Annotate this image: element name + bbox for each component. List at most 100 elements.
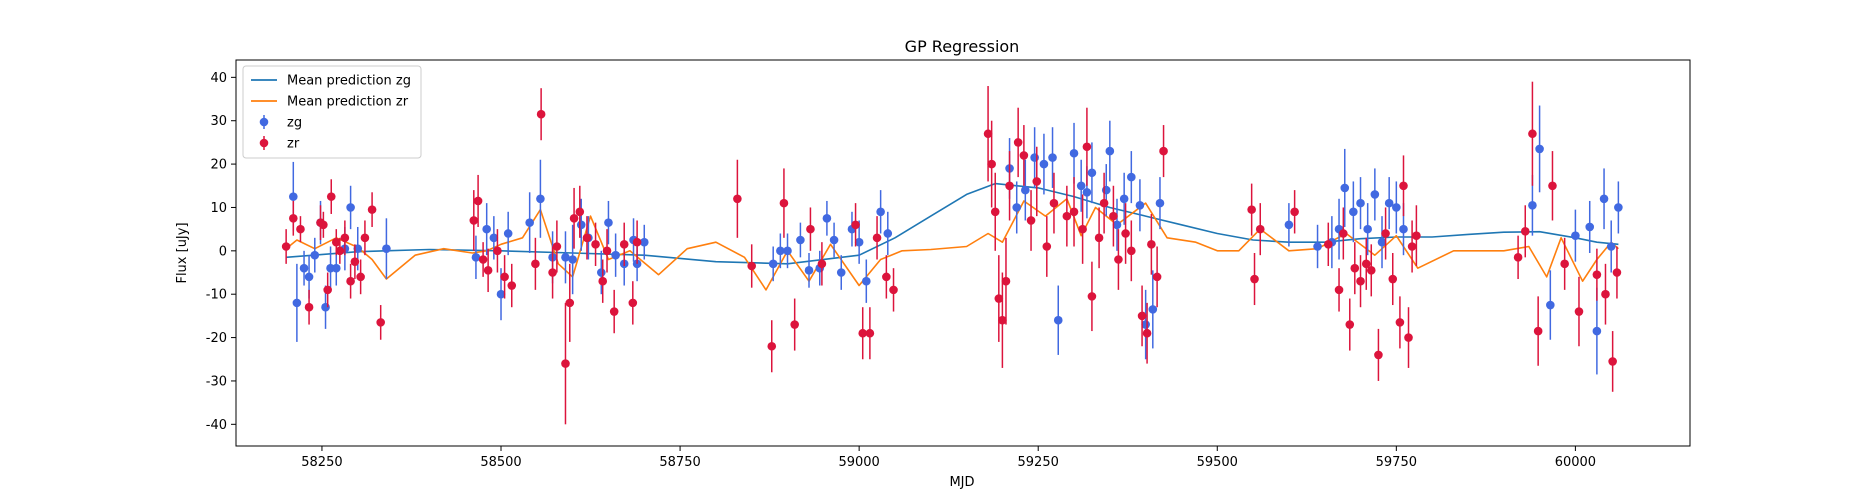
point-zr: [1109, 211, 1118, 221]
point-zr: [1082, 142, 1092, 152]
y-tick-label: 40: [210, 71, 227, 86]
point-zg: [1030, 153, 1039, 162]
x-tick-label: 60000: [1555, 455, 1596, 470]
point-zg: [331, 263, 341, 273]
point-zg: [1053, 315, 1063, 325]
x-tick-label: 58500: [480, 455, 521, 470]
point-zr: [483, 266, 493, 275]
series-zr: [281, 81, 1622, 425]
point-zg: [883, 229, 893, 238]
point-zr: [289, 214, 298, 223]
point-zr: [1592, 270, 1602, 279]
point-zg: [1614, 203, 1623, 212]
point-zr: [1608, 357, 1617, 366]
point-zr: [1062, 211, 1072, 221]
point-zr: [1099, 198, 1109, 208]
y-tick-label: -20: [206, 331, 227, 346]
point-zr: [376, 318, 385, 327]
point-zg: [346, 203, 355, 212]
point-zg: [1148, 305, 1158, 314]
point-zr: [1412, 231, 1421, 240]
legend: Mean prediction zg Mean prediction zr zg zr: [242, 65, 422, 159]
point-zr: [1574, 307, 1584, 316]
point-zr: [1528, 129, 1537, 139]
point-zr: [1366, 266, 1376, 275]
x-tick-label: 59750: [1376, 455, 1417, 470]
point-zr: [602, 246, 612, 256]
point-zr: [1533, 326, 1543, 336]
point-zr: [806, 224, 815, 234]
point-zr: [1350, 263, 1360, 273]
point-zg: [1021, 185, 1030, 195]
point-zr: [632, 237, 642, 247]
point-zr: [1356, 276, 1365, 286]
x-tick-label: 59500: [1197, 455, 1238, 470]
point-zg: [1363, 224, 1372, 234]
point-zr: [990, 207, 1000, 217]
point-zr: [1399, 181, 1408, 191]
point-zr: [319, 220, 328, 230]
point-zr: [767, 341, 777, 351]
point-zg: [854, 237, 864, 247]
point-zr: [1520, 227, 1530, 236]
point-zg: [1284, 220, 1294, 230]
point-zg: [1048, 153, 1057, 162]
x-tick-label: 58750: [659, 455, 700, 470]
point-zr: [882, 272, 891, 282]
point-zg: [536, 194, 545, 204]
legend-box: [242, 65, 422, 159]
point-zr: [281, 242, 291, 251]
point-zr: [367, 205, 377, 214]
point-zr: [561, 359, 570, 368]
point-zr: [790, 320, 799, 329]
point-zg: [525, 218, 534, 227]
point-zr: [865, 328, 875, 338]
legend-label-zr: zr: [287, 137, 300, 152]
point-zr: [548, 268, 557, 277]
point-zg: [299, 263, 309, 273]
point-zr: [994, 294, 1004, 303]
point-zg: [604, 218, 613, 227]
point-zg: [1313, 242, 1322, 251]
point-zr: [1388, 274, 1398, 284]
point-zg: [632, 259, 642, 269]
point-zr: [323, 285, 332, 295]
point-zg: [783, 246, 792, 256]
point-zr: [469, 216, 479, 225]
point-zg: [1392, 203, 1401, 212]
point-zr: [356, 272, 365, 282]
point-zg: [1076, 181, 1086, 191]
point-zr: [1548, 181, 1557, 191]
point-zg: [768, 259, 778, 269]
point-zg: [310, 250, 320, 260]
point-zg: [503, 229, 513, 238]
point-zg: [876, 207, 885, 217]
point-zr: [1290, 207, 1299, 217]
x-tick-label: 59250: [1018, 455, 1059, 470]
point-zr: [531, 259, 540, 269]
point-zr: [1152, 272, 1162, 282]
point-zr: [346, 276, 355, 286]
plot-frame: [235, 59, 1691, 447]
point-zg: [321, 302, 330, 312]
y-tick-label: 30: [210, 114, 227, 129]
point-zg: [1105, 146, 1115, 156]
x-axis-label: MJD: [949, 475, 974, 490]
y-axis-label: Flux [uJy]: [175, 222, 190, 283]
point-zg: [471, 253, 481, 262]
point-zg: [596, 268, 606, 277]
point-zg: [836, 268, 846, 277]
point-zr: [1013, 138, 1023, 147]
point-zr: [1381, 229, 1390, 238]
point-zg: [1155, 198, 1165, 208]
legend-label-mean-prediction-zr: Mean prediction zr: [287, 95, 409, 110]
point-zg: [1069, 148, 1079, 158]
point-zg: [1528, 200, 1537, 210]
y-axis: -40 -30 -20 -10 0 10 20 30 40: [206, 71, 236, 433]
point-zr: [582, 233, 592, 243]
point-zr: [1159, 146, 1168, 156]
point-zr: [296, 224, 305, 234]
point-zr: [1019, 151, 1029, 160]
legend-swatch-zg: [259, 117, 269, 127]
point-zr: [987, 159, 996, 169]
